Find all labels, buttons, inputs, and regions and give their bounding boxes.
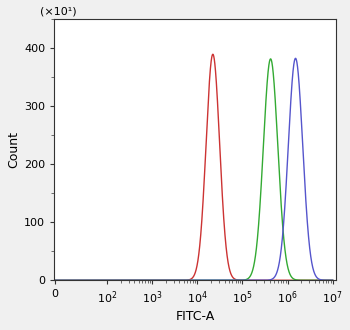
Y-axis label: Count: Count	[7, 131, 20, 168]
X-axis label: FITC-A: FITC-A	[176, 310, 215, 323]
Text: (×10¹): (×10¹)	[40, 7, 77, 17]
